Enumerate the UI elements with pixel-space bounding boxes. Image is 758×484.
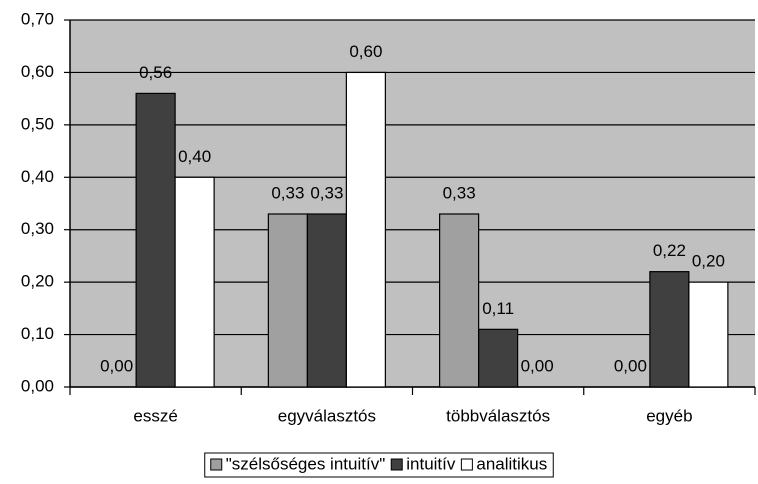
data-label: 0,40 <box>178 147 211 166</box>
y-tick-label: 0,60 <box>21 62 54 81</box>
x-tick-label: egyválasztós <box>278 406 376 425</box>
legend-label: analitikus <box>476 454 547 473</box>
data-label: 0,00 <box>100 356 133 375</box>
legend-label: intuitív <box>406 454 456 473</box>
legend-swatch <box>210 458 223 471</box>
bar <box>688 281 729 388</box>
legend-label: "szélsőséges intuitív" <box>226 454 385 473</box>
y-tick-label: 0,30 <box>21 219 54 238</box>
data-label: 0,11 <box>482 299 514 318</box>
data-label: 0,20 <box>692 252 725 271</box>
bar <box>267 213 308 388</box>
data-label: 0,33 <box>443 183 476 202</box>
bar <box>478 328 519 388</box>
x-tick-label: egyéb <box>646 406 692 425</box>
legend-swatch <box>460 458 473 471</box>
data-label: 0,56 <box>139 63 172 82</box>
bar <box>345 71 386 388</box>
data-label: 0,60 <box>349 42 382 61</box>
y-tick-label: 0,00 <box>21 376 54 395</box>
data-label: 0,00 <box>521 356 554 375</box>
legend-swatch <box>390 458 403 471</box>
bar <box>135 92 176 388</box>
y-tick-label: 0,70 <box>21 9 54 28</box>
bar <box>306 213 347 388</box>
data-label: 0,33 <box>310 183 343 202</box>
x-tick-label: többválasztós <box>446 406 550 425</box>
bar <box>439 213 480 388</box>
y-tick-label: 0,40 <box>21 167 54 186</box>
bar <box>649 271 690 388</box>
data-label: 0,22 <box>653 241 686 260</box>
y-tick-label: 0,20 <box>21 272 54 291</box>
y-tick-label: 0,50 <box>21 114 54 133</box>
data-label: 0,00 <box>614 356 647 375</box>
y-tick-label: 0,10 <box>21 324 54 343</box>
x-tick-label: esszé <box>133 406 177 425</box>
bar <box>174 176 215 388</box>
data-label: 0,33 <box>271 183 304 202</box>
legend-box <box>204 452 554 478</box>
